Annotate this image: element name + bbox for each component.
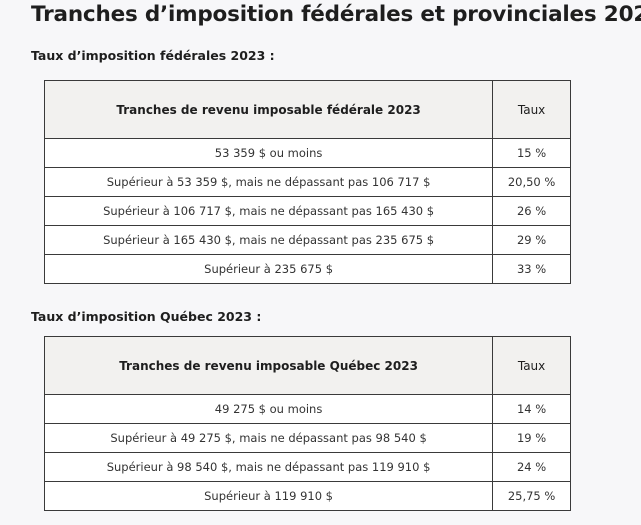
table-row: Supérieur à 98 540 $, mais ne dépassant … [43, 452, 571, 482]
table-row: Supérieur à 49 275 $, mais ne dépassant … [43, 423, 571, 453]
table-row: Supérieur à 119 910 $ 25,75 % [43, 481, 571, 511]
bracket-cell: Supérieur à 53 359 $, mais ne dépassant … [43, 167, 494, 197]
table-row: Supérieur à 53 359 $, mais ne dépassant … [43, 167, 571, 197]
quebec-section-heading: Taux d’imposition Québec 2023 : [31, 309, 262, 324]
rate-cell: 25,75 % [492, 481, 571, 511]
quebec-tax-table: Tranches de revenu imposable Québec 2023… [43, 336, 571, 511]
bracket-cell: Supérieur à 165 430 $, mais ne dépassant… [43, 225, 494, 255]
rate-cell: 26 % [492, 196, 571, 226]
bracket-cell: Supérieur à 119 910 $ [43, 481, 494, 511]
table-row: Supérieur à 235 675 $ 33 % [43, 254, 571, 284]
rate-cell: 15 % [492, 138, 571, 168]
rate-cell: 24 % [492, 452, 571, 482]
table-row: Supérieur à 165 430 $, mais ne dépassant… [43, 225, 571, 255]
bracket-column-header: Tranches de revenu imposable Québec 2023 [43, 336, 494, 395]
rate-cell: 19 % [492, 423, 571, 453]
bracket-cell: 49 275 $ ou moins [43, 394, 494, 424]
bracket-cell: Supérieur à 49 275 $, mais ne dépassant … [43, 423, 494, 453]
table-row: Supérieur à 106 717 $, mais ne dépassant… [43, 196, 571, 226]
page-title: Tranches d’imposition fédérales et provi… [31, 2, 641, 27]
rate-cell: 20,50 % [492, 167, 571, 197]
bracket-cell: Supérieur à 106 717 $, mais ne dépassant… [43, 196, 494, 226]
table-header-row: Tranches de revenu imposable fédérale 20… [43, 80, 571, 139]
rate-cell: 29 % [492, 225, 571, 255]
bracket-cell: 53 359 $ ou moins [43, 138, 494, 168]
table-header-row: Tranches de revenu imposable Québec 2023… [43, 336, 571, 395]
federal-section-heading: Taux d’imposition fédérales 2023 : [31, 48, 275, 63]
bracket-column-header: Tranches de revenu imposable fédérale 20… [43, 80, 494, 139]
federal-tax-table: Tranches de revenu imposable fédérale 20… [43, 80, 571, 284]
rate-cell: 33 % [492, 254, 571, 284]
bracket-cell: Supérieur à 235 675 $ [43, 254, 494, 284]
rate-cell: 14 % [492, 394, 571, 424]
table-row: 53 359 $ ou moins 15 % [43, 138, 571, 168]
rate-column-header: Taux [492, 80, 571, 139]
bracket-cell: Supérieur à 98 540 $, mais ne dépassant … [43, 452, 494, 482]
rate-column-header: Taux [492, 336, 571, 395]
table-row: 49 275 $ ou moins 14 % [43, 394, 571, 424]
